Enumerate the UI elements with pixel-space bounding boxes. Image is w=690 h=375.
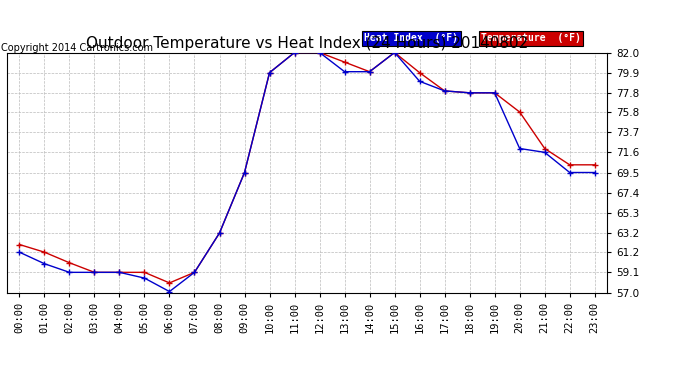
Text: Copyright 2014 Cartronics.com: Copyright 2014 Cartronics.com	[1, 43, 153, 53]
Text: Heat Index  (°F): Heat Index (°F)	[364, 33, 458, 43]
Text: Temperature  (°F): Temperature (°F)	[481, 33, 581, 43]
Title: Outdoor Temperature vs Heat Index (24 Hours) 20140802: Outdoor Temperature vs Heat Index (24 Ho…	[86, 36, 528, 51]
